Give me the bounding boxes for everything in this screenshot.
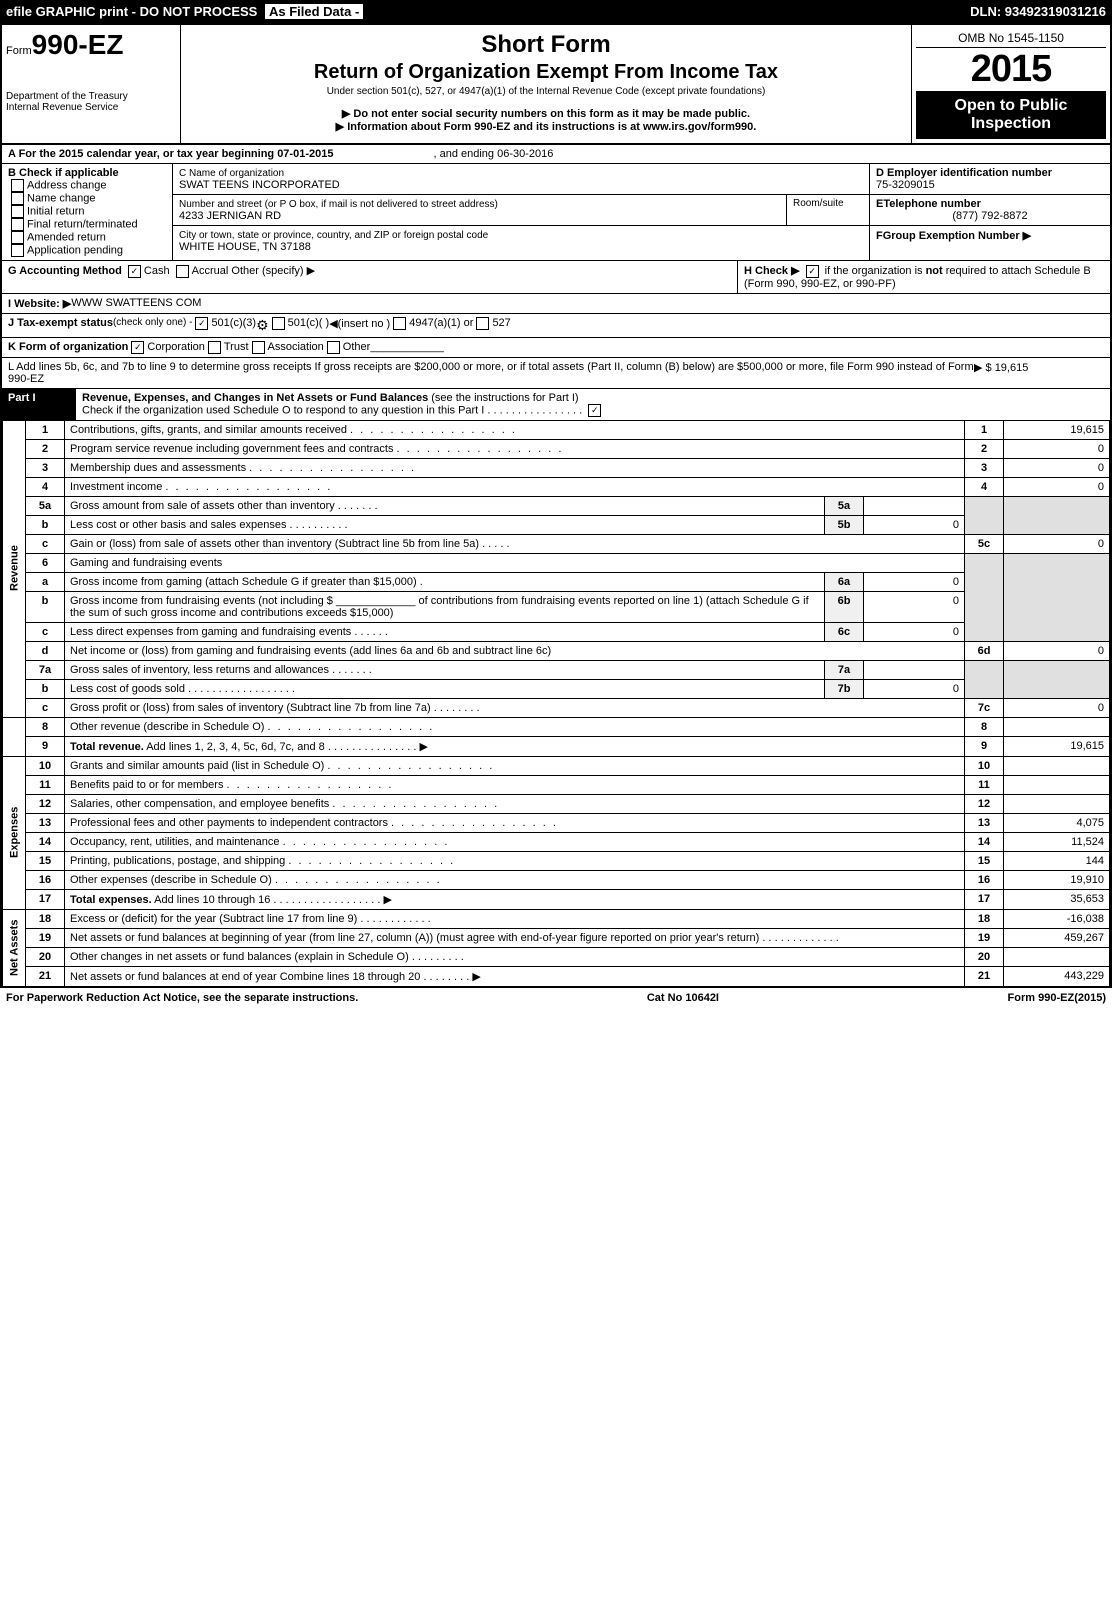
line21-value: 443,229 — [1004, 966, 1110, 986]
form-number: 990-EZ — [32, 29, 124, 60]
line13-value: 4,075 — [1004, 813, 1110, 832]
public-inspection: Open to PublicInspection — [916, 91, 1106, 139]
checkbox-initial[interactable] — [11, 205, 24, 218]
section-a: A For the 2015 calendar year, or tax yea… — [0, 145, 1112, 164]
revenue-label: Revenue — [3, 420, 26, 717]
checkbox-sched-b[interactable]: ✓ — [806, 265, 819, 278]
expenses-label: Expenses — [3, 756, 26, 909]
line2-value: 0 — [1004, 439, 1110, 458]
footer-right: Form 990-EZ(2015) — [1008, 992, 1106, 1004]
asfiled-box: As Filed Data - — [265, 4, 363, 19]
org-address: 4233 JERNIGAN RD — [179, 210, 281, 222]
note2: ▶ Information about Form 990-EZ and its … — [185, 120, 907, 133]
omb-number: OMB No 1545-1150 — [916, 29, 1106, 48]
ein: 75-3209015 — [876, 179, 935, 191]
checkbox-assoc[interactable] — [252, 341, 265, 354]
note1: ▶ Do not enter social security numbers o… — [185, 107, 907, 120]
line7c-value: 0 — [1004, 698, 1110, 717]
line6d-value: 0 — [1004, 641, 1110, 660]
checkbox-527[interactable] — [476, 317, 489, 330]
line3-value: 0 — [1004, 458, 1110, 477]
telephone: (877) 792-8872 — [876, 210, 1104, 222]
org-name: SWAT TEENS INCORPORATED — [179, 179, 340, 191]
line16-value: 19,910 — [1004, 870, 1110, 889]
form-label: Form — [6, 45, 32, 57]
line5c-value: 0 — [1004, 534, 1110, 553]
checkbox-501c3[interactable]: ✓ — [195, 317, 208, 330]
section-b: B Check if applicable Address change Nam… — [2, 164, 173, 260]
checkbox-cash[interactable]: ✓ — [128, 265, 141, 278]
line1-value: 19,615 — [1004, 420, 1110, 439]
checkbox-4947[interactable] — [393, 317, 406, 330]
part1-label: Part I — [2, 389, 76, 420]
short-form-title: Short Form — [185, 31, 907, 59]
footer-left: For Paperwork Reduction Act Notice, see … — [6, 992, 358, 1004]
checkbox-pending[interactable] — [11, 244, 24, 257]
checkbox-trust[interactable] — [208, 341, 221, 354]
dln-text: DLN: 93492319031216 — [970, 4, 1106, 19]
line-l-text: L Add lines 5b, 6c, and 7b to line 9 to … — [8, 361, 974, 385]
tax-year: 2015 — [916, 48, 1106, 91]
line19-value: 459,267 — [1004, 928, 1110, 947]
line15-value: 144 — [1004, 851, 1110, 870]
irs-link[interactable]: www.irs.gov/form990 — [643, 121, 753, 133]
efile-header: efile GRAPHIC print - DO NOT PROCESS As … — [0, 0, 1112, 23]
checkbox-final[interactable] — [11, 218, 24, 231]
checkbox-sched-o[interactable]: ✓ — [588, 404, 601, 417]
line-l-value: ▶ $ 19,615 — [974, 361, 1104, 385]
checkbox-corp[interactable]: ✓ — [131, 341, 144, 354]
footer-mid: Cat No 10642I — [647, 992, 719, 1004]
form-header: Form990-EZ Department of the TreasuryInt… — [0, 23, 1112, 145]
dept-text: Department of the TreasuryInternal Reven… — [6, 91, 176, 113]
main-title: Return of Organization Exempt From Incom… — [185, 61, 907, 84]
line9-value: 19,615 — [1004, 736, 1110, 756]
line14-value: 11,524 — [1004, 832, 1110, 851]
subtitle: Under section 501(c), 527, or 4947(a)(1)… — [185, 86, 907, 97]
line4-value: 0 — [1004, 477, 1110, 496]
website: WWW SWATTEENS COM — [71, 297, 201, 310]
checkbox-address[interactable] — [11, 179, 24, 192]
line18-value: -16,038 — [1004, 909, 1110, 928]
checkbox-501c[interactable] — [272, 317, 285, 330]
checkbox-amended[interactable] — [11, 231, 24, 244]
checkbox-accrual[interactable] — [176, 265, 189, 278]
line8-value — [1004, 717, 1110, 736]
efile-text: efile GRAPHIC print - DO NOT PROCESS — [6, 4, 257, 19]
netassets-label: Net Assets — [3, 909, 26, 986]
part1-table: Revenue 1 Contributions, gifts, grants, … — [2, 420, 1110, 987]
checkbox-other[interactable] — [327, 341, 340, 354]
page-footer: For Paperwork Reduction Act Notice, see … — [0, 987, 1112, 1008]
line17-value: 35,653 — [1004, 889, 1110, 909]
checkbox-name[interactable] — [11, 192, 24, 205]
org-city: WHITE HOUSE, TN 37188 — [179, 241, 311, 253]
